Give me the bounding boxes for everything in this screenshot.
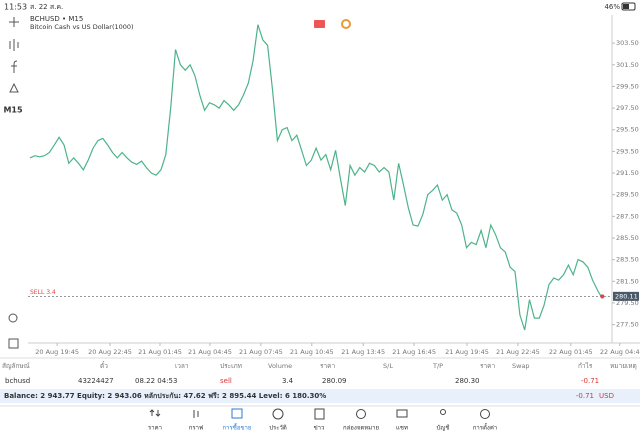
objects-icon[interactable] <box>9 82 19 93</box>
battery-level <box>623 4 629 9</box>
history-icon[interactable] <box>272 408 284 420</box>
nav-label[interactable]: ข่าว <box>314 425 325 432</box>
y-tick-label: 301.50 <box>616 61 639 69</box>
add-icon[interactable] <box>8 338 19 349</box>
y-tick-label: 279.50 <box>616 299 639 307</box>
column-header: สัญลักษณ์ <box>2 362 30 370</box>
y-tick-label: 303.50 <box>616 39 639 47</box>
chat-icon[interactable] <box>396 409 408 418</box>
nav-label[interactable]: การซื้อขาย <box>223 422 252 432</box>
y-tick-label: 295.50 <box>616 126 639 134</box>
table-bg <box>0 358 640 390</box>
balance-profit: -0.71 <box>576 392 594 400</box>
x-tick-label: 21 Aug 13:45 <box>341 348 385 356</box>
balance-text: Balance: 2 943.77 Equity: 2 943.06 หลักป… <box>4 392 326 400</box>
last-point <box>600 294 605 299</box>
nav-label[interactable]: บัญชี <box>437 424 450 432</box>
crosshair-icon[interactable] <box>9 17 19 27</box>
settings-icon[interactable] <box>480 409 490 419</box>
mail-icon[interactable] <box>356 409 366 419</box>
account-icon[interactable] <box>440 409 446 415</box>
nav-icons <box>149 408 490 420</box>
x-tick-label: 21 Aug 19:45 <box>445 348 489 356</box>
nav-label[interactable]: แชท <box>396 425 408 432</box>
news-icon[interactable] <box>314 408 325 420</box>
one-click-icon[interactable] <box>341 19 351 29</box>
nav-label[interactable]: กราฟ <box>189 425 203 432</box>
price-tag-bg <box>613 291 639 301</box>
chart-symbol: BCHUSD • M15 <box>30 15 83 23</box>
x-tick-label: 20 Aug 22:45 <box>88 348 132 356</box>
x-tick-label: 21 Aug 01:45 <box>138 348 182 356</box>
status-date: ส. 22 ส.ค. <box>30 3 63 11</box>
cell-price: 280.09 <box>322 377 347 385</box>
cell-volume: 3.4 <box>282 377 294 385</box>
column-header: ราคา <box>480 362 495 370</box>
x-tick-label: 22 Aug 01:45 <box>549 348 593 356</box>
column-header: ประเภท <box>220 362 242 370</box>
balance-bg <box>0 389 640 403</box>
cell-symbol: bchusd <box>5 377 30 385</box>
y-tick-label: 299.50 <box>616 82 639 90</box>
y-tick-label: 289.50 <box>616 191 639 199</box>
toolbar-icons <box>8 17 19 349</box>
nav-label[interactable]: การตั้งค่า <box>473 422 497 432</box>
trade-button[interactable] <box>314 20 325 28</box>
indicators-icon[interactable] <box>9 39 19 51</box>
nav-label[interactable]: ประวัติ <box>269 425 287 432</box>
column-header: ตั๋ว <box>100 361 108 370</box>
cell-ticket: 43224427 <box>78 377 114 385</box>
x-tick-label: 21 Aug 16:45 <box>392 348 436 356</box>
y-tick-label: 283.50 <box>616 256 639 264</box>
column-header: เวลา <box>175 362 189 370</box>
battery: 46% <box>604 3 620 11</box>
x-tick-label: 21 Aug 10:45 <box>290 348 334 356</box>
x-tick-label: 21 Aug 04:45 <box>188 348 232 356</box>
column-header: ราคา <box>320 362 335 370</box>
x-tick-label: 20 Aug 19:45 <box>35 348 79 356</box>
nav-label[interactable]: ราคา <box>148 425 162 432</box>
zoom-icon[interactable] <box>8 313 18 323</box>
trade-icon[interactable] <box>231 408 243 419</box>
column-header: กำไร <box>578 362 593 370</box>
chart-icon[interactable] <box>193 410 199 418</box>
cell-current-price: 280.30 <box>455 377 480 385</box>
battery-icon <box>621 2 636 11</box>
column-header: Swap <box>512 362 530 370</box>
cell-time: 08.22 04:53 <box>135 377 177 385</box>
column-header: S/L <box>383 362 393 370</box>
x-tick-label: 21 Aug 22:45 <box>496 348 540 356</box>
nav-label[interactable]: กล่องจดหมาย <box>343 425 379 432</box>
y-tick-label: 277.50 <box>616 321 639 329</box>
quotes-icon[interactable] <box>149 409 161 417</box>
column-header: Volume <box>268 362 292 370</box>
cell-profit: -0.71 <box>581 377 599 385</box>
column-header: T/P <box>432 362 443 370</box>
y-tick-label: 285.50 <box>616 234 639 242</box>
status-time: 11:53 <box>4 3 27 12</box>
y-tick-label: 297.50 <box>616 104 639 112</box>
y-tick-label: 287.50 <box>616 212 639 220</box>
order-label: SELL 3.4 <box>30 289 56 296</box>
timeframe[interactable]: M15 <box>3 106 23 115</box>
y-tick-label: 293.50 <box>616 147 639 155</box>
functions-icon[interactable] <box>11 60 18 73</box>
x-tick-label: 22 Aug 04:4 <box>600 348 640 356</box>
y-tick-label: 281.50 <box>616 277 639 285</box>
y-tick-label: 291.50 <box>616 169 639 177</box>
price-tag: 280.11 <box>615 292 638 300</box>
balance-currency: USD <box>599 392 614 400</box>
price-line <box>29 24 603 331</box>
cell-type: sell <box>220 377 232 385</box>
chart-description: Bitcoin Cash vs US Dollar(1000) <box>30 23 134 31</box>
x-tick-label: 21 Aug 07:45 <box>239 348 283 356</box>
column-header: หมายเหตุ <box>610 362 637 370</box>
